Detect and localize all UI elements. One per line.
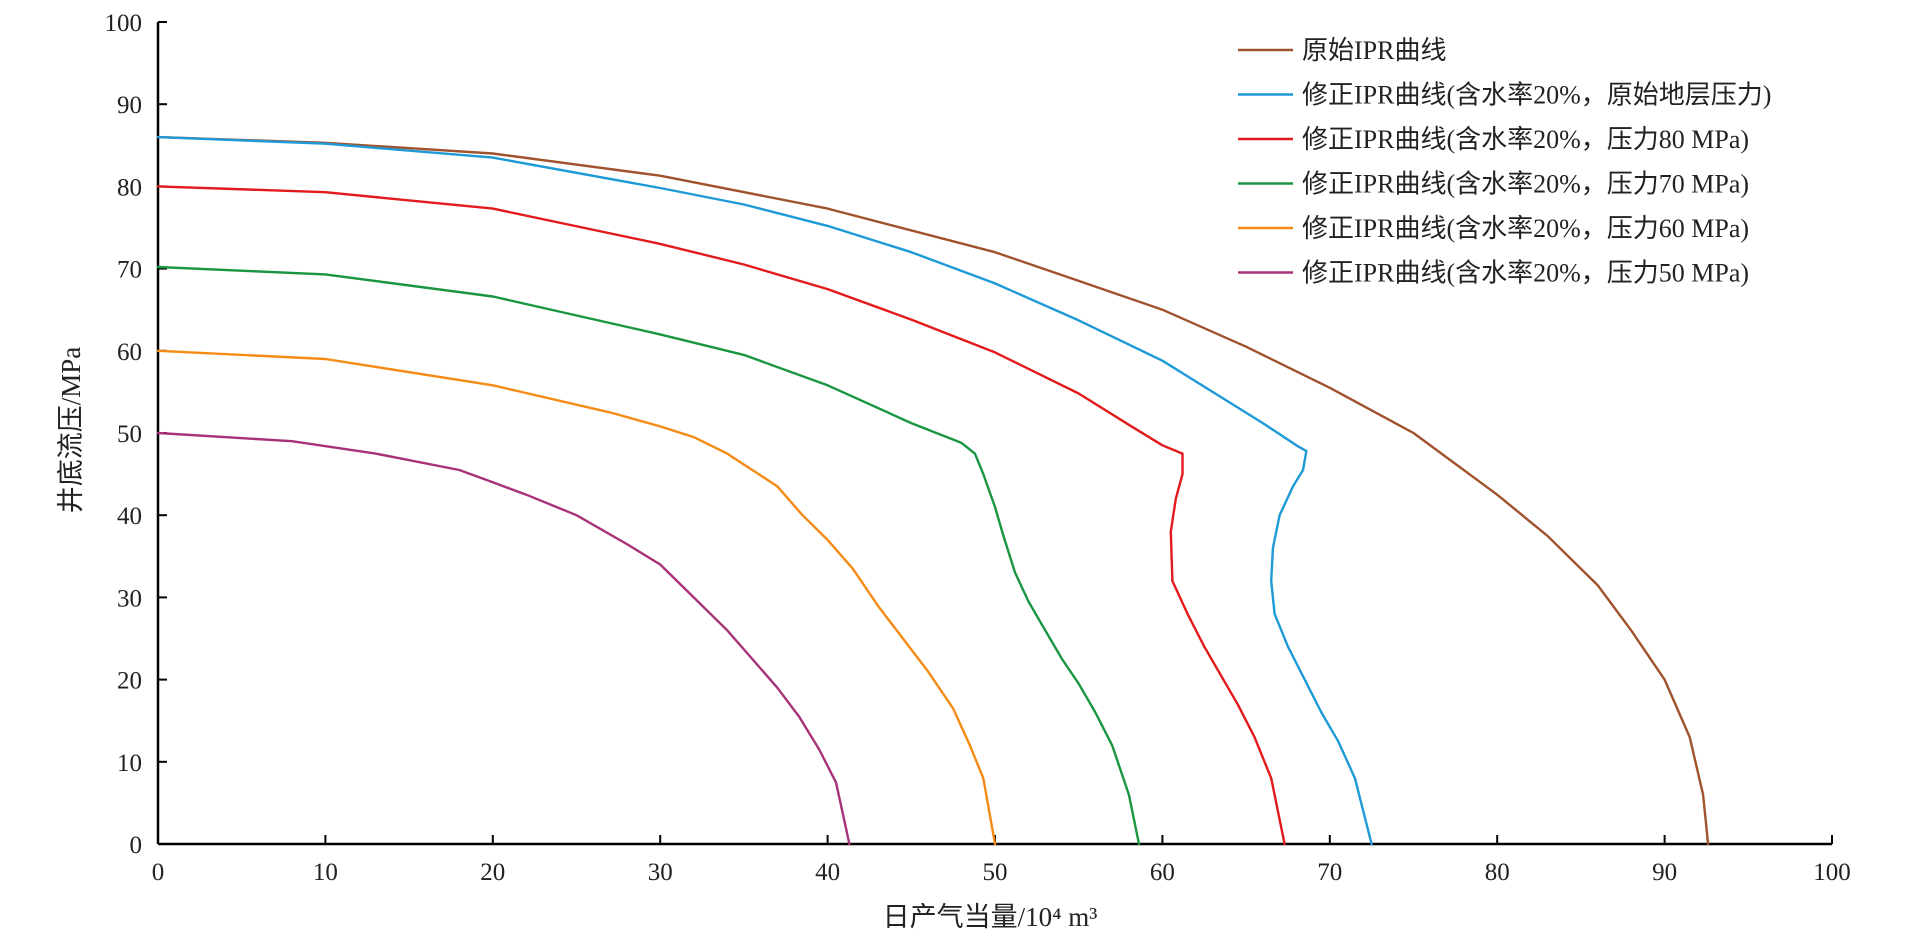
legend-label-4: 修正IPR曲线(含水率20%，压力70 MPa): [1302, 170, 1749, 199]
y-tick-label: 40: [117, 503, 142, 530]
y-axis-title: 井底流压/MPa: [56, 347, 86, 514]
y-tick-label: 10: [117, 750, 142, 777]
legend-label-6: 修正IPR曲线(含水率20%，压力50 MPa): [1302, 259, 1749, 288]
legend-label-2: 修正IPR曲线(含水率20%，原始地层压力): [1302, 81, 1771, 110]
x-tick-label: 50: [983, 859, 1008, 886]
x-tick-label: 20: [480, 859, 505, 886]
x-tick-label: 30: [648, 859, 673, 886]
x-tick-label: 40: [815, 859, 840, 886]
x-tick-label: 0: [152, 859, 165, 886]
x-ticks: 0 10 20 30 40 50 60 70 80 90 100: [152, 835, 1851, 886]
series-lines: [156, 135, 1710, 846]
x-tick-label: 70: [1317, 859, 1342, 886]
y-tick-label: 30: [117, 585, 142, 612]
series-line-4: [156, 265, 1141, 846]
series-line-6: [156, 431, 851, 846]
x-tick-label: 100: [1813, 859, 1851, 886]
legend-label-5: 修正IPR曲线(含水率20%，压力60 MPa): [1302, 214, 1749, 243]
series-line-1: [156, 135, 1710, 846]
x-tick-label: 10: [313, 859, 338, 886]
y-tick-label: 0: [130, 832, 143, 859]
x-tick-label: 60: [1150, 859, 1175, 886]
legend-label-1: 原始IPR曲线: [1302, 36, 1446, 65]
series-line-3: [156, 185, 1286, 846]
x-tick-label: 90: [1652, 859, 1677, 886]
y-tick-label: 90: [117, 92, 142, 119]
y-tick-label: 80: [117, 174, 142, 201]
x-axis-title: 日产气当量/10⁴ m³: [883, 902, 1098, 932]
y-tick-label: 70: [117, 257, 142, 284]
series-line-2: [156, 135, 1373, 846]
y-tick-label: 50: [117, 421, 142, 448]
y-tick-label: 20: [117, 668, 142, 695]
y-tick-label: 100: [105, 10, 143, 37]
y-ticks: 0 10 20 30 40 50 60 70 80 90 100: [105, 10, 167, 859]
x-tick-label: 80: [1485, 859, 1510, 886]
legend-label-3: 修正IPR曲线(含水率20%，压力80 MPa): [1302, 125, 1749, 154]
series-line-5: [156, 349, 997, 846]
y-tick-label: 60: [117, 339, 142, 366]
